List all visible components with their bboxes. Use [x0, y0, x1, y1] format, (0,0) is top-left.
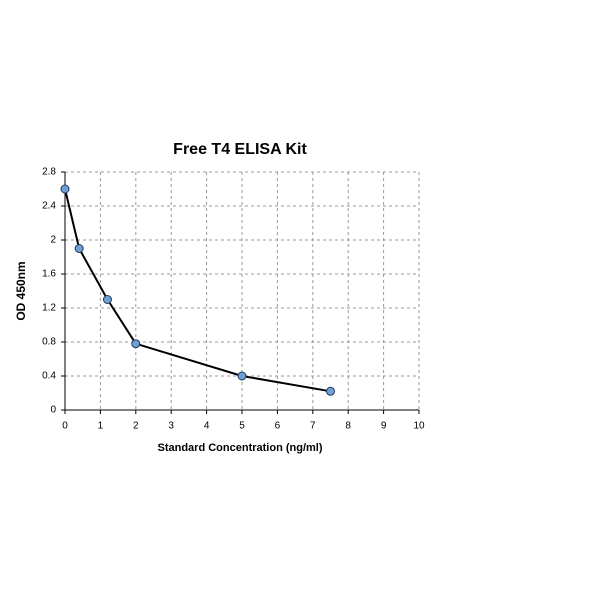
y-tick-label: 1.6	[42, 269, 56, 280]
y-tick-label: 2	[50, 235, 56, 246]
chart-title: Free T4 ELISA Kit	[173, 141, 307, 158]
data-point	[131, 339, 141, 349]
y-tick-label: 0.8	[42, 337, 56, 348]
x-tick-label: 5	[239, 421, 245, 432]
x-tick-label: 0	[62, 421, 68, 432]
y-tick-label: 1.2	[42, 303, 56, 314]
data-line	[64, 188, 331, 393]
y-tick-label: 2.4	[42, 201, 56, 212]
x-tick-label: 9	[381, 421, 387, 432]
x-tick-label: 4	[204, 421, 210, 432]
x-tick-label: 7	[310, 421, 316, 432]
x-axis-label: Standard Concentration (ng/ml)	[158, 442, 323, 454]
x-tick-label: 6	[275, 421, 281, 432]
data-point	[60, 184, 70, 194]
y-tick-label: 0.4	[42, 371, 56, 382]
y-axis-label: OD 450nm	[14, 261, 28, 320]
x-tick-label: 8	[345, 421, 351, 432]
x-tick-label: 1	[98, 421, 104, 432]
data-point	[74, 244, 84, 253]
x-tick-label: 10	[413, 421, 425, 432]
data-point	[326, 386, 335, 396]
y-tick-label: 0	[50, 405, 56, 416]
data-point	[102, 295, 112, 304]
x-tick-label: 2	[133, 421, 139, 432]
y-tick-label: 2.8	[42, 167, 56, 178]
data-point	[237, 371, 247, 381]
x-tick-label: 3	[168, 421, 174, 432]
